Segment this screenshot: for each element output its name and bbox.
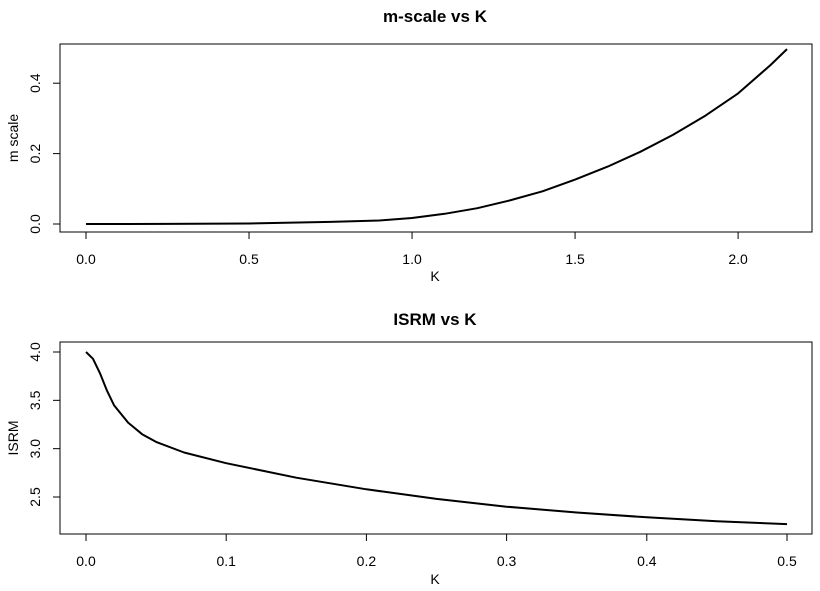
x-axis: 0.0 0.1 0.2 0.3 0.4 0.5 [76, 534, 797, 569]
x-tick-label: 2.0 [728, 251, 748, 267]
x-axis-label: K [430, 268, 440, 284]
plot-frame [59, 341, 813, 535]
x-axis: 0.0 0.5 1.0 1.5 2.0 [76, 232, 748, 267]
x-tick-label: 1.5 [565, 251, 585, 267]
y-tick-label: 3.5 [27, 390, 43, 410]
x-tick-label: 0.4 [637, 553, 657, 569]
y-axis-label: ISRM [5, 421, 21, 456]
y-tick-label: 2.5 [27, 487, 43, 507]
x-tick-label: 1.0 [402, 251, 422, 267]
plot-frame [59, 43, 813, 233]
x-tick-label: 0.3 [497, 553, 517, 569]
y-axis: 2.5 3.0 3.5 4.0 [27, 342, 60, 507]
series-line [85, 48, 788, 225]
x-tick-label: 0.1 [216, 553, 236, 569]
x-axis-label: K [430, 571, 440, 587]
y-tick-label: 0.4 [27, 73, 43, 93]
y-tick-label: 4.0 [27, 342, 43, 362]
chart-title: ISRM vs K [393, 310, 477, 329]
y-tick-label: 0.2 [27, 144, 43, 164]
y-axis-label: m scale [5, 114, 21, 162]
panel-isrm: ISRM vs K 0.0 0.1 0.2 0.3 0.4 0.5 2.5 3.0 3.5 4.… [5, 310, 813, 587]
chart-title: m-scale vs K [383, 7, 488, 26]
y-tick-label: 0.0 [27, 214, 43, 234]
x-tick-label: 0.0 [76, 553, 96, 569]
x-tick-label: 0.2 [357, 553, 377, 569]
x-tick-label: 0.0 [76, 251, 96, 267]
x-tick-label: 0.5 [777, 553, 797, 569]
y-tick-label: 3.0 [27, 439, 43, 459]
x-tick-label: 0.5 [239, 251, 259, 267]
series-line [85, 351, 788, 526]
panel-m-scale: m-scale vs K 0.0 0.5 1.0 1.5 2.0 0.0 0.2 0.4 K… [5, 7, 813, 284]
y-axis: 0.0 0.2 0.4 [27, 73, 60, 234]
